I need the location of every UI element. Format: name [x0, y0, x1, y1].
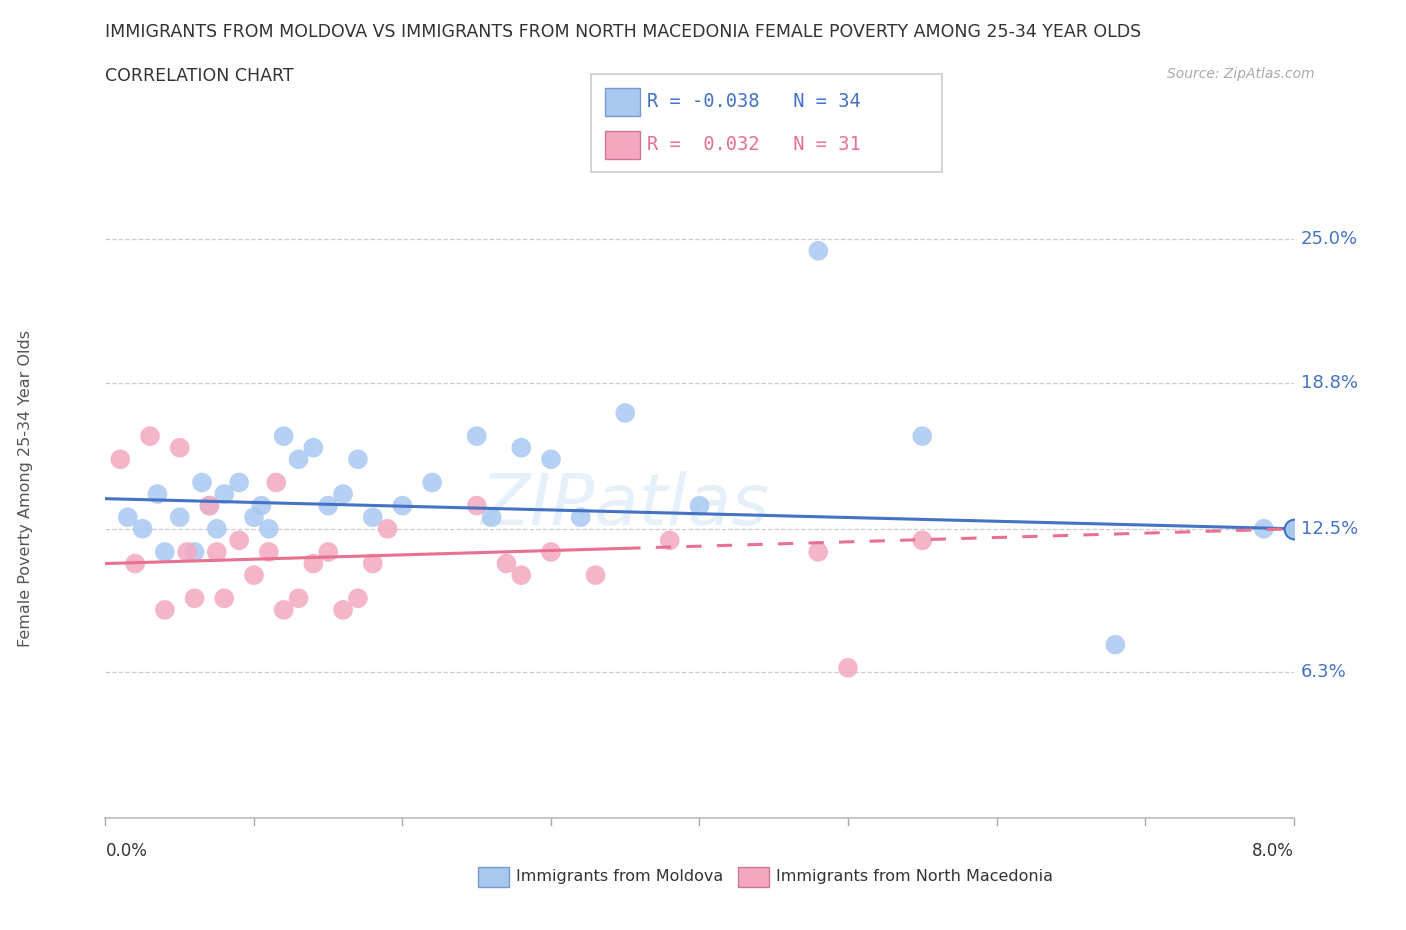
Point: [257, 545, 280, 560]
Text: Immigrants from Moldova: Immigrants from Moldova: [516, 870, 723, 884]
Point: [264, 475, 287, 490]
Point: [540, 452, 562, 467]
Point: [117, 510, 139, 525]
Text: 6.3%: 6.3%: [1301, 663, 1347, 682]
Point: [302, 556, 325, 571]
Point: [481, 510, 503, 525]
Text: 25.0%: 25.0%: [1301, 231, 1358, 248]
Point: [377, 522, 399, 537]
Point: [176, 545, 198, 560]
Point: [1253, 522, 1275, 537]
Point: [585, 567, 607, 582]
Point: [228, 533, 250, 548]
Point: [1282, 522, 1305, 537]
Point: [205, 522, 228, 537]
Point: [911, 429, 934, 444]
Point: [169, 510, 191, 525]
Point: [243, 510, 266, 525]
Point: [347, 452, 370, 467]
Text: 0.0%: 0.0%: [105, 842, 148, 859]
Point: [465, 429, 488, 444]
Text: IMMIGRANTS FROM MOLDOVA VS IMMIGRANTS FROM NORTH MACEDONIA FEMALE POVERTY AMONG : IMMIGRANTS FROM MOLDOVA VS IMMIGRANTS FR…: [105, 23, 1142, 41]
Point: [287, 591, 309, 605]
Point: [169, 440, 191, 455]
Point: [257, 522, 280, 537]
Point: [347, 591, 370, 605]
Point: [198, 498, 221, 513]
Text: Immigrants from North Macedonia: Immigrants from North Macedonia: [776, 870, 1053, 884]
Point: [302, 440, 325, 455]
Point: [316, 498, 339, 513]
Point: [139, 429, 162, 444]
Point: [837, 660, 859, 675]
Point: [614, 405, 637, 420]
Point: [287, 452, 309, 467]
Point: [198, 498, 221, 513]
Point: [228, 475, 250, 490]
Point: [316, 545, 339, 560]
Point: [465, 498, 488, 513]
Point: [191, 475, 214, 490]
Point: [332, 603, 354, 618]
Point: [110, 452, 132, 467]
Point: [689, 498, 711, 513]
Point: [131, 522, 153, 537]
Point: [153, 603, 176, 618]
Point: [510, 567, 533, 582]
Point: [569, 510, 592, 525]
Text: 8.0%: 8.0%: [1251, 842, 1294, 859]
Point: [250, 498, 273, 513]
Text: Source: ZipAtlas.com: Source: ZipAtlas.com: [1167, 67, 1315, 81]
Text: R =  0.032   N = 31: R = 0.032 N = 31: [647, 135, 860, 154]
Point: [495, 556, 517, 571]
Point: [540, 545, 562, 560]
Point: [153, 545, 176, 560]
Point: [214, 486, 236, 501]
Point: [807, 244, 830, 259]
Point: [1104, 637, 1126, 652]
Text: 12.5%: 12.5%: [1301, 520, 1358, 538]
Point: [807, 545, 830, 560]
Point: [361, 510, 384, 525]
Text: CORRELATION CHART: CORRELATION CHART: [105, 67, 294, 85]
Point: [273, 429, 295, 444]
Point: [391, 498, 413, 513]
Text: R = -0.038   N = 34: R = -0.038 N = 34: [647, 92, 860, 112]
Point: [205, 545, 228, 560]
Point: [183, 545, 205, 560]
Point: [183, 591, 205, 605]
Text: ZIPatlas: ZIPatlas: [481, 472, 769, 540]
Text: Female Poverty Among 25-34 Year Olds: Female Poverty Among 25-34 Year Olds: [18, 330, 32, 646]
Point: [361, 556, 384, 571]
Point: [214, 591, 236, 605]
Point: [420, 475, 443, 490]
Text: 18.8%: 18.8%: [1301, 374, 1358, 392]
Point: [911, 533, 934, 548]
Point: [243, 567, 266, 582]
Point: [332, 486, 354, 501]
Point: [146, 486, 169, 501]
Point: [658, 533, 681, 548]
Point: [124, 556, 146, 571]
Point: [273, 603, 295, 618]
Point: [510, 440, 533, 455]
